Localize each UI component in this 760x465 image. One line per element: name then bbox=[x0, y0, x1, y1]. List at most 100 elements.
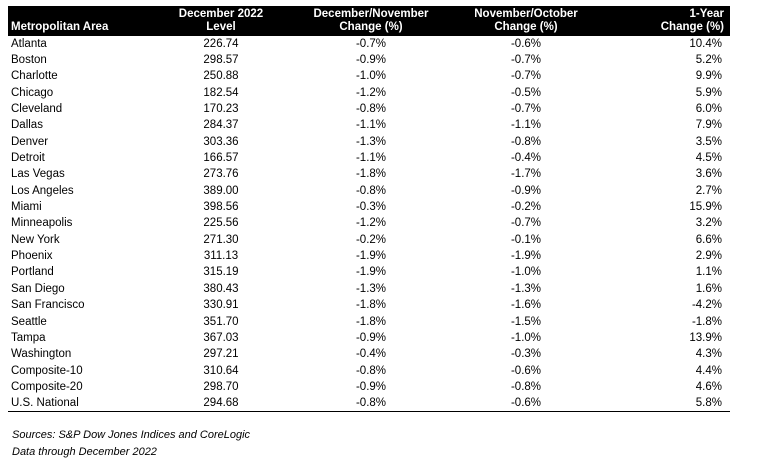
dec-nov-change-cell: -0.2% bbox=[355, 233, 387, 246]
one-year-change-cell: 3.5% bbox=[695, 135, 722, 148]
dec-nov-change-cell: -1.1% bbox=[355, 119, 387, 132]
level-cell: 166.57 bbox=[203, 152, 239, 165]
table-body: Atlanta 226.74 -0.7% -0.6% 10.4% Boston 298.57… bbox=[8, 36, 730, 412]
one-year-change-cell: -4.2% bbox=[691, 299, 722, 312]
nov-oct-change-cell: -0.8% bbox=[510, 380, 542, 393]
housing-price-table-container: Metropolitan Area December 2022 Level De… bbox=[8, 6, 730, 412]
level-cell: 310.64 bbox=[203, 364, 239, 377]
dec-nov-change-cell: -1.8% bbox=[355, 299, 387, 312]
level-cell: 271.30 bbox=[203, 233, 239, 246]
metropolitan-area-cell: Washington bbox=[11, 348, 72, 361]
nov-oct-change-cell: -1.0% bbox=[510, 331, 542, 344]
one-year-change-cell: 15.9% bbox=[689, 201, 722, 214]
metropolitan-area-cell: New York bbox=[11, 233, 60, 246]
nov-oct-change-cell: -0.7% bbox=[510, 54, 542, 67]
dec-nov-change-cell: -1.8% bbox=[355, 168, 387, 181]
one-year-change-cell: 4.4% bbox=[695, 364, 722, 377]
nov-oct-change-cell: -0.7% bbox=[510, 103, 542, 116]
level-cell: 315.19 bbox=[203, 266, 239, 279]
dec-nov-change-cell: -0.9% bbox=[355, 331, 387, 344]
one-year-change-cell: 3.2% bbox=[695, 217, 722, 230]
table-row: Miami 398.56 -0.3% -0.2% 15.9% bbox=[8, 199, 730, 215]
metropolitan-area-cell: Composite-20 bbox=[11, 380, 83, 393]
nov-oct-change-cell: -0.9% bbox=[510, 184, 542, 197]
header-line-2: Metropolitan Area bbox=[11, 21, 109, 33]
nov-oct-change-cell: -0.6% bbox=[446, 395, 606, 412]
dec-nov-change-cell: -0.9% bbox=[355, 54, 387, 67]
nov-oct-change-cell: -1.0% bbox=[510, 266, 542, 279]
nov-oct-change-cell: -0.6% bbox=[510, 37, 542, 50]
metropolitan-area-cell: Atlanta bbox=[11, 37, 47, 50]
dec-nov-change-cell: -0.8% bbox=[355, 103, 387, 116]
dec-nov-change-cell: -1.1% bbox=[355, 152, 387, 165]
table-row: Dallas 284.37 -1.1% -1.1% 7.9% bbox=[8, 117, 730, 133]
level-cell: 380.43 bbox=[203, 282, 239, 295]
level-cell: 297.21 bbox=[203, 348, 239, 361]
one-year-change-cell: 2.9% bbox=[695, 250, 722, 263]
nov-oct-change-cell: -0.7% bbox=[510, 217, 542, 230]
nov-oct-change-cell: -0.8% bbox=[510, 135, 542, 148]
header-level: December 2022 Level bbox=[146, 6, 296, 36]
header-line-2: Level bbox=[206, 21, 236, 33]
table-row: Tampa 367.03 -0.9% -1.0% 13.9% bbox=[8, 330, 730, 346]
level-cell: 284.37 bbox=[203, 119, 239, 132]
table-row: San Diego 380.43 -1.3% -1.3% 1.6% bbox=[8, 281, 730, 297]
nov-oct-change-cell: -0.4% bbox=[510, 152, 542, 165]
header-line-2: Change (%) bbox=[339, 21, 403, 33]
table-row: Atlanta 226.74 -0.7% -0.6% 10.4% bbox=[8, 36, 730, 52]
level-cell: 298.70 bbox=[203, 380, 239, 393]
level-cell: 182.54 bbox=[203, 86, 239, 99]
level-cell: 250.88 bbox=[203, 70, 239, 83]
dec-nov-change-cell: -1.9% bbox=[355, 250, 387, 263]
header-1-year-change: 1-Year Change (%) bbox=[606, 6, 730, 36]
table-row: Chicago 182.54 -1.2% -0.5% 5.9% bbox=[8, 85, 730, 101]
data-through-note: Data through December 2022 bbox=[12, 446, 157, 458]
one-year-change-cell: 4.5% bbox=[695, 152, 722, 165]
header-line-2: Change (%) bbox=[494, 21, 558, 33]
one-year-change-cell: 6.0% bbox=[695, 103, 722, 116]
one-year-change-cell: 2.7% bbox=[695, 184, 722, 197]
header-metropolitan-area: Metropolitan Area bbox=[8, 6, 146, 36]
dec-nov-change-cell: -1.3% bbox=[355, 282, 387, 295]
header-row: Metropolitan Area December 2022 Level De… bbox=[8, 6, 730, 36]
metropolitan-area-cell: Seattle bbox=[11, 315, 47, 328]
metropolitan-area-cell: Boston bbox=[11, 54, 47, 67]
dec-nov-change-cell: -1.8% bbox=[355, 315, 387, 328]
nov-oct-change-cell: -1.6% bbox=[510, 299, 542, 312]
nov-oct-change-cell: -0.2% bbox=[510, 201, 542, 214]
header-nov-oct-change: November/October Change (%) bbox=[446, 6, 606, 36]
nov-oct-change-cell: -0.1% bbox=[510, 233, 542, 246]
nov-oct-change-cell: -0.7% bbox=[510, 70, 542, 83]
table-row: Phoenix 311.13 -1.9% -1.9% 2.9% bbox=[8, 248, 730, 264]
nov-oct-change-cell: -0.6% bbox=[510, 364, 542, 377]
table-row: Washington 297.21 -0.4% -0.3% 4.3% bbox=[8, 346, 730, 362]
table-row: Los Angeles 389.00 -0.8% -0.9% 2.7% bbox=[8, 183, 730, 199]
metropolitan-area-cell: U.S. National bbox=[8, 395, 146, 412]
dec-nov-change-cell: -1.2% bbox=[355, 217, 387, 230]
level-cell: 398.56 bbox=[203, 201, 239, 214]
table-row: Boston 298.57 -0.9% -0.7% 5.2% bbox=[8, 52, 730, 68]
table-row: Composite-10 310.64 -0.8% -0.6% 4.4% bbox=[8, 362, 730, 378]
level-cell: 298.57 bbox=[203, 54, 239, 67]
nov-oct-change-cell: -1.1% bbox=[510, 119, 542, 132]
level-cell: 330.91 bbox=[203, 299, 239, 312]
table-header: Metropolitan Area December 2022 Level De… bbox=[8, 6, 730, 36]
header-line-1: November/October bbox=[474, 8, 578, 20]
header-line-1: December 2022 bbox=[178, 8, 264, 20]
table-row: Detroit 166.57 -1.1% -0.4% 4.5% bbox=[8, 150, 730, 166]
metropolitan-area-cell: Chicago bbox=[11, 86, 54, 99]
table-notes: Sources: S&P Dow Jones Indices and CoreL… bbox=[12, 427, 250, 461]
metropolitan-area-cell: Tampa bbox=[11, 331, 46, 344]
one-year-change-cell: 1.6% bbox=[695, 282, 722, 295]
metropolitan-area-cell: Minneapolis bbox=[11, 217, 73, 230]
table-row: New York 271.30 -0.2% -0.1% 6.6% bbox=[8, 232, 730, 248]
metropolitan-area-cell: Denver bbox=[11, 135, 49, 148]
one-year-change-cell: 7.9% bbox=[695, 119, 722, 132]
metropolitan-area-cell: San Diego bbox=[11, 282, 65, 295]
level-cell: 170.23 bbox=[203, 103, 239, 116]
nov-oct-change-cell: -1.9% bbox=[510, 250, 542, 263]
one-year-change-cell: 13.9% bbox=[689, 331, 722, 344]
one-year-change-cell: 9.9% bbox=[695, 70, 722, 83]
one-year-change-cell: 3.6% bbox=[695, 168, 722, 181]
one-year-change-cell: 5.9% bbox=[695, 86, 722, 99]
